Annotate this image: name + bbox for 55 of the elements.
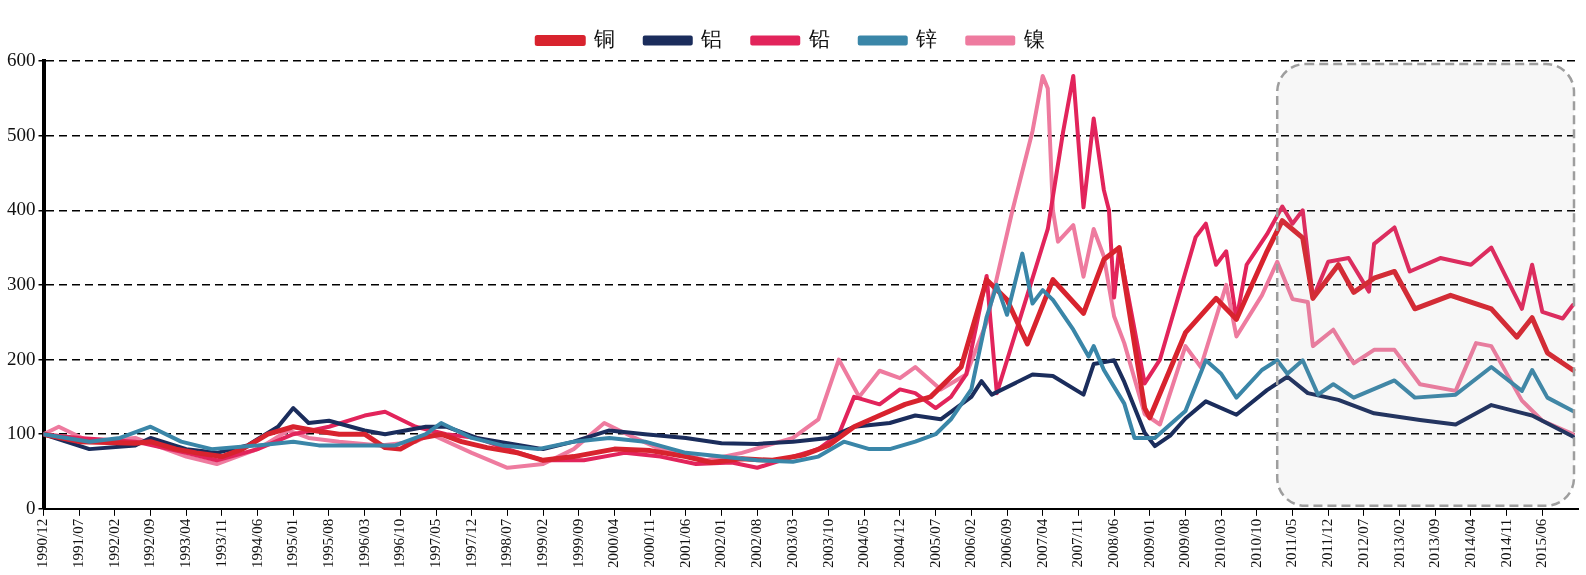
x-tick-label: 1997/05 [426, 518, 443, 568]
x-tick-label: 2004/05 [855, 518, 872, 568]
y-tick-label: 500 [7, 123, 36, 145]
x-tick-label: 1996/10 [391, 518, 408, 568]
x-tick-label: 2007/11 [1069, 518, 1086, 568]
legend-label: 铜 [592, 27, 615, 52]
x-tick-label: 1992/09 [141, 518, 158, 568]
x-tick-label: 1992/02 [105, 518, 122, 568]
x-tick-label: 2014/11 [1497, 518, 1514, 568]
y-tick-label: 200 [7, 347, 36, 369]
x-tick-label: 1995/08 [319, 518, 336, 568]
x-tick-label: 2006/02 [962, 518, 979, 568]
x-tick-label: 1995/01 [284, 518, 301, 568]
x-tick-label: 2005/07 [926, 518, 943, 568]
y-tick-label: 100 [7, 422, 36, 444]
x-tick-label: 2006/09 [997, 518, 1014, 568]
legend-label: 铅 [807, 27, 830, 52]
x-tick-label: 1990/12 [34, 518, 51, 568]
y-tick-label: 300 [7, 272, 36, 294]
x-tick-label: 1997/12 [462, 518, 479, 568]
x-tick-label: 1991/07 [70, 518, 87, 568]
x-tick-label: 2008/06 [1105, 518, 1122, 568]
x-tick-label: 1999/02 [534, 518, 551, 568]
x-tick-label: 2009/01 [1140, 518, 1157, 568]
x-tick-label: 2001/06 [676, 518, 693, 568]
x-tick-label: 2010/10 [1247, 518, 1264, 568]
x-tick-label: 2012/07 [1354, 518, 1371, 568]
x-tick-label: 2000/04 [605, 518, 622, 568]
legend-label: 锌 [915, 27, 938, 52]
y-tick-label: 0 [26, 496, 36, 518]
x-tick-label: 1994/06 [248, 518, 265, 568]
x-tick-label: 2009/08 [1176, 518, 1193, 568]
x-tick-label: 1993/04 [177, 518, 194, 568]
x-tick-label: 2011/12 [1319, 518, 1336, 568]
x-tick-label: 2011/05 [1283, 518, 1300, 568]
legend-label: 镍 [1022, 27, 1045, 52]
x-tick-label: 2010/03 [1212, 518, 1229, 568]
x-tick-label: 2003/10 [819, 518, 836, 568]
x-tick-label: 2013/02 [1390, 518, 1407, 568]
x-tick-label: 1996/03 [355, 518, 372, 568]
x-tick-label: 2015/06 [1533, 518, 1550, 568]
legend-label: 铝 [700, 27, 723, 52]
y-tick-label: 600 [7, 48, 36, 70]
x-tick-label: 1999/09 [569, 518, 586, 568]
x-tick-label: 2002/01 [712, 518, 729, 568]
x-tick-label: 2004/12 [890, 518, 907, 568]
x-tick-label: 1998/07 [498, 518, 515, 568]
x-tick-label: 2000/11 [641, 518, 658, 568]
x-tick-label: 2003/03 [783, 518, 800, 568]
y-tick-label: 400 [7, 198, 36, 220]
x-tick-label: 2007/04 [1033, 518, 1050, 568]
x-tick-label: 2002/08 [748, 518, 765, 568]
x-tick-label: 2013/09 [1426, 518, 1443, 568]
x-tick-label: 1993/11 [212, 518, 229, 568]
x-tick-label: 2014/04 [1461, 518, 1478, 568]
